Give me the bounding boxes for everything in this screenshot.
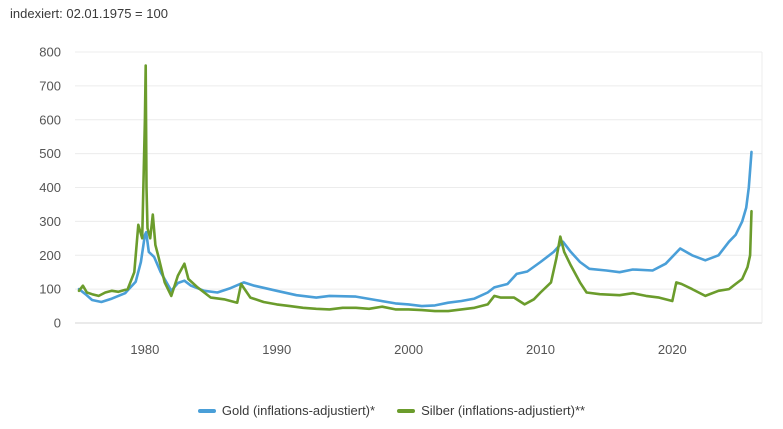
series-line-gold xyxy=(77,150,753,308)
y-tick-label-600: 600 xyxy=(39,112,61,127)
legend-label-gold: Gold (inflations-adjustiert)* xyxy=(221,403,376,418)
legend-item-gold[interactable]: Gold (inflations-adjustiert)* xyxy=(197,403,376,418)
y-tick-label-300: 300 xyxy=(39,214,61,229)
y-tick-label-100: 100 xyxy=(39,282,61,297)
y-tick-label-800: 800 xyxy=(39,45,61,60)
x-tick-label-2010: 2010 xyxy=(526,342,555,357)
y-tick-label-0: 0 xyxy=(54,316,61,331)
chart-subtitle: indexiert: 02.01.1975 = 100 xyxy=(10,6,168,21)
chart-legend: Gold (inflations-adjustiert)* Silber (in… xyxy=(0,403,783,418)
legend-label-silber: Silber (inflations-adjustiert)** xyxy=(421,403,586,418)
legend-swatch-gold xyxy=(197,408,216,413)
line-chart: 0 100 200 300 400 500 600 700 800 1980 1990 2000 201… xyxy=(39,45,763,357)
y-tick-label-200: 200 xyxy=(39,248,61,263)
y-tick-label-700: 700 xyxy=(39,78,61,93)
y-tick-label-500: 500 xyxy=(39,146,61,161)
x-tick-label-1990: 1990 xyxy=(262,342,291,357)
series-line-silber xyxy=(77,64,753,313)
x-tick-label-2020: 2020 xyxy=(658,342,687,357)
legend-swatch-silber xyxy=(397,408,416,413)
x-tick-label-2000: 2000 xyxy=(394,342,423,357)
x-tick-label-1980: 1980 xyxy=(130,342,159,357)
y-tick-label-400: 400 xyxy=(39,180,61,195)
legend-item-silber[interactable]: Silber (inflations-adjustiert)** xyxy=(397,403,585,418)
